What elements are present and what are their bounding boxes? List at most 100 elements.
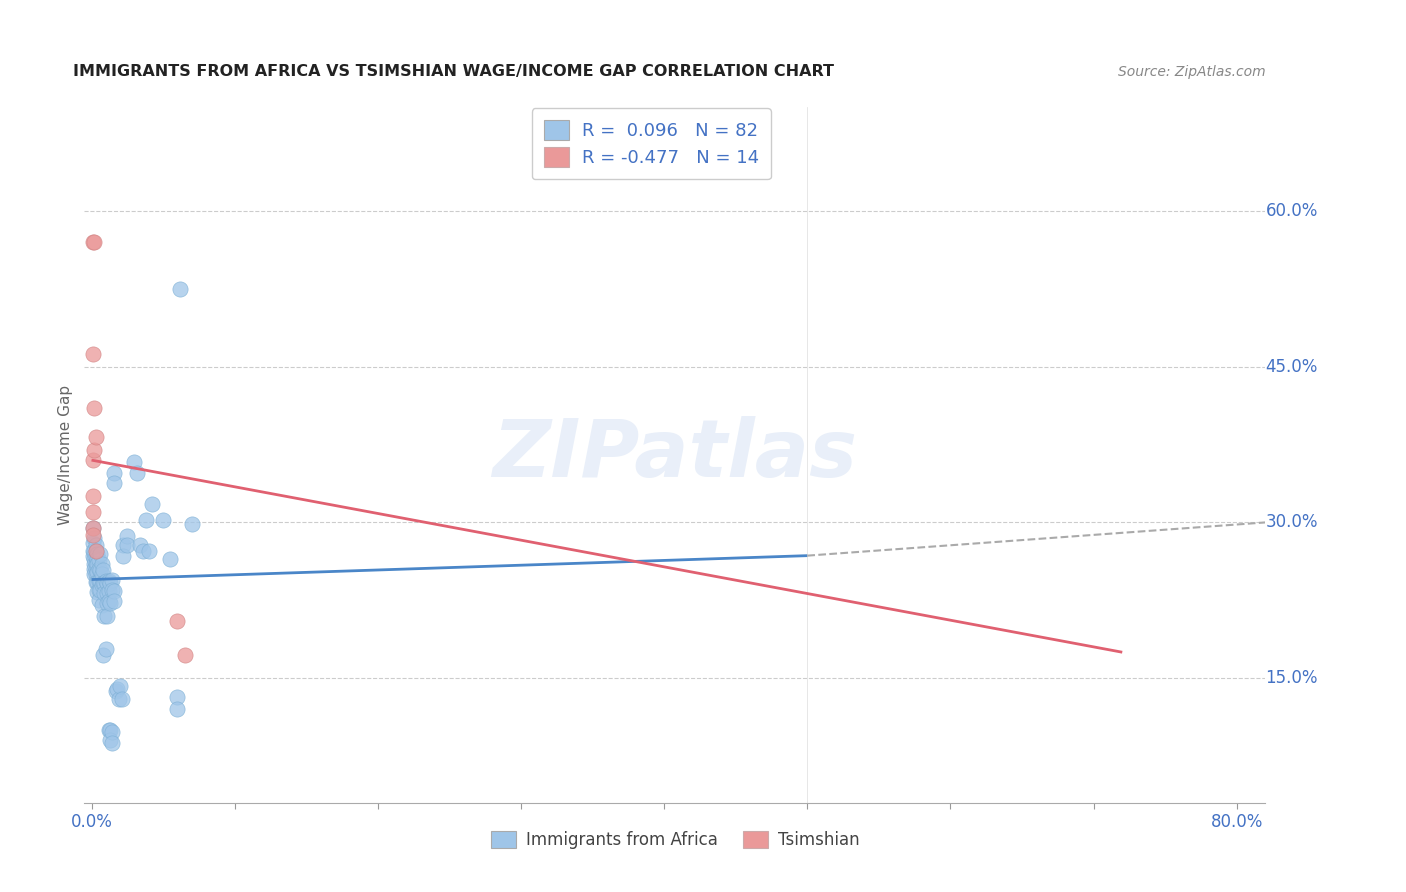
Point bbox=[87, 582, 110, 597]
Point bbox=[100, 582, 122, 597]
Point bbox=[97, 574, 120, 588]
Legend: Immigrants from Africa, Tsimshian: Immigrants from Africa, Tsimshian bbox=[482, 822, 868, 857]
Point bbox=[135, 513, 157, 527]
Point bbox=[87, 553, 110, 567]
Point bbox=[98, 596, 121, 610]
Point bbox=[107, 692, 129, 706]
Point bbox=[100, 725, 122, 739]
Point bbox=[89, 574, 111, 588]
Point bbox=[90, 599, 112, 613]
Point bbox=[82, 347, 104, 361]
Point bbox=[84, 574, 107, 589]
Point bbox=[93, 608, 115, 623]
Point bbox=[84, 557, 107, 571]
Point bbox=[82, 549, 104, 563]
Text: 45.0%: 45.0% bbox=[1265, 358, 1317, 376]
Point bbox=[98, 575, 121, 590]
Text: IMMIGRANTS FROM AFRICA VS TSIMSHIAN WAGE/INCOME GAP CORRELATION CHART: IMMIGRANTS FROM AFRICA VS TSIMSHIAN WAGE… bbox=[73, 64, 834, 79]
Point bbox=[89, 563, 111, 577]
Point bbox=[159, 551, 181, 566]
Point bbox=[132, 544, 155, 558]
Point bbox=[91, 648, 114, 663]
Point bbox=[86, 574, 108, 589]
Point bbox=[91, 575, 114, 590]
Text: ZIPatlas: ZIPatlas bbox=[492, 416, 858, 494]
Point bbox=[152, 513, 174, 527]
Point bbox=[111, 538, 134, 552]
Point bbox=[83, 567, 105, 582]
Point bbox=[82, 453, 104, 467]
Point bbox=[86, 557, 108, 571]
Point bbox=[138, 544, 160, 558]
Point bbox=[108, 680, 131, 694]
Point bbox=[82, 520, 104, 534]
Point bbox=[90, 557, 112, 571]
Text: 30.0%: 30.0% bbox=[1265, 514, 1317, 532]
Y-axis label: Wage/Income Gap: Wage/Income Gap bbox=[58, 384, 73, 525]
Point bbox=[96, 586, 118, 600]
Point bbox=[89, 547, 111, 561]
Point bbox=[94, 574, 117, 588]
Point bbox=[127, 466, 149, 480]
Point bbox=[83, 531, 105, 545]
Point bbox=[82, 520, 104, 534]
Text: 15.0%: 15.0% bbox=[1265, 669, 1317, 687]
Point bbox=[93, 586, 115, 600]
Point bbox=[98, 723, 121, 738]
Point bbox=[89, 582, 111, 597]
Point bbox=[83, 401, 105, 416]
Point bbox=[105, 681, 128, 696]
Point bbox=[83, 235, 105, 249]
Point bbox=[97, 723, 120, 738]
Point bbox=[166, 614, 188, 628]
Point bbox=[104, 683, 127, 698]
Point bbox=[117, 538, 139, 552]
Point bbox=[82, 544, 104, 558]
Point bbox=[111, 549, 134, 563]
Point bbox=[96, 575, 118, 590]
Point bbox=[91, 563, 114, 577]
Point bbox=[166, 690, 188, 704]
Point bbox=[83, 562, 105, 576]
Point bbox=[84, 544, 107, 558]
Point bbox=[98, 733, 121, 747]
Point bbox=[141, 497, 163, 511]
Point bbox=[166, 702, 188, 716]
Point bbox=[83, 442, 105, 457]
Point bbox=[96, 596, 118, 610]
Point bbox=[90, 578, 112, 592]
Point bbox=[87, 562, 110, 576]
Point bbox=[86, 547, 108, 561]
Point bbox=[103, 466, 125, 480]
Point bbox=[84, 567, 107, 582]
Point bbox=[86, 551, 108, 566]
Point bbox=[87, 574, 110, 588]
Point bbox=[84, 549, 107, 564]
Point bbox=[84, 430, 107, 444]
Point bbox=[100, 573, 122, 587]
Point bbox=[82, 235, 104, 249]
Point bbox=[93, 575, 115, 590]
Point bbox=[90, 567, 112, 582]
Point bbox=[103, 584, 125, 599]
Point bbox=[103, 594, 125, 608]
Point bbox=[103, 475, 125, 490]
Point bbox=[83, 557, 105, 571]
Point bbox=[82, 536, 104, 550]
Point bbox=[110, 692, 132, 706]
Point bbox=[100, 735, 122, 749]
Point bbox=[86, 566, 108, 580]
Point bbox=[84, 544, 107, 558]
Point bbox=[169, 282, 191, 296]
Point bbox=[86, 585, 108, 599]
Point bbox=[94, 642, 117, 657]
Point bbox=[82, 490, 104, 504]
Point bbox=[173, 648, 195, 663]
Point bbox=[83, 544, 105, 558]
Text: Source: ZipAtlas.com: Source: ZipAtlas.com bbox=[1118, 65, 1265, 79]
Point bbox=[87, 593, 110, 607]
Point bbox=[97, 594, 120, 608]
Point bbox=[117, 529, 139, 543]
Point bbox=[180, 517, 202, 532]
Text: 60.0%: 60.0% bbox=[1265, 202, 1317, 220]
